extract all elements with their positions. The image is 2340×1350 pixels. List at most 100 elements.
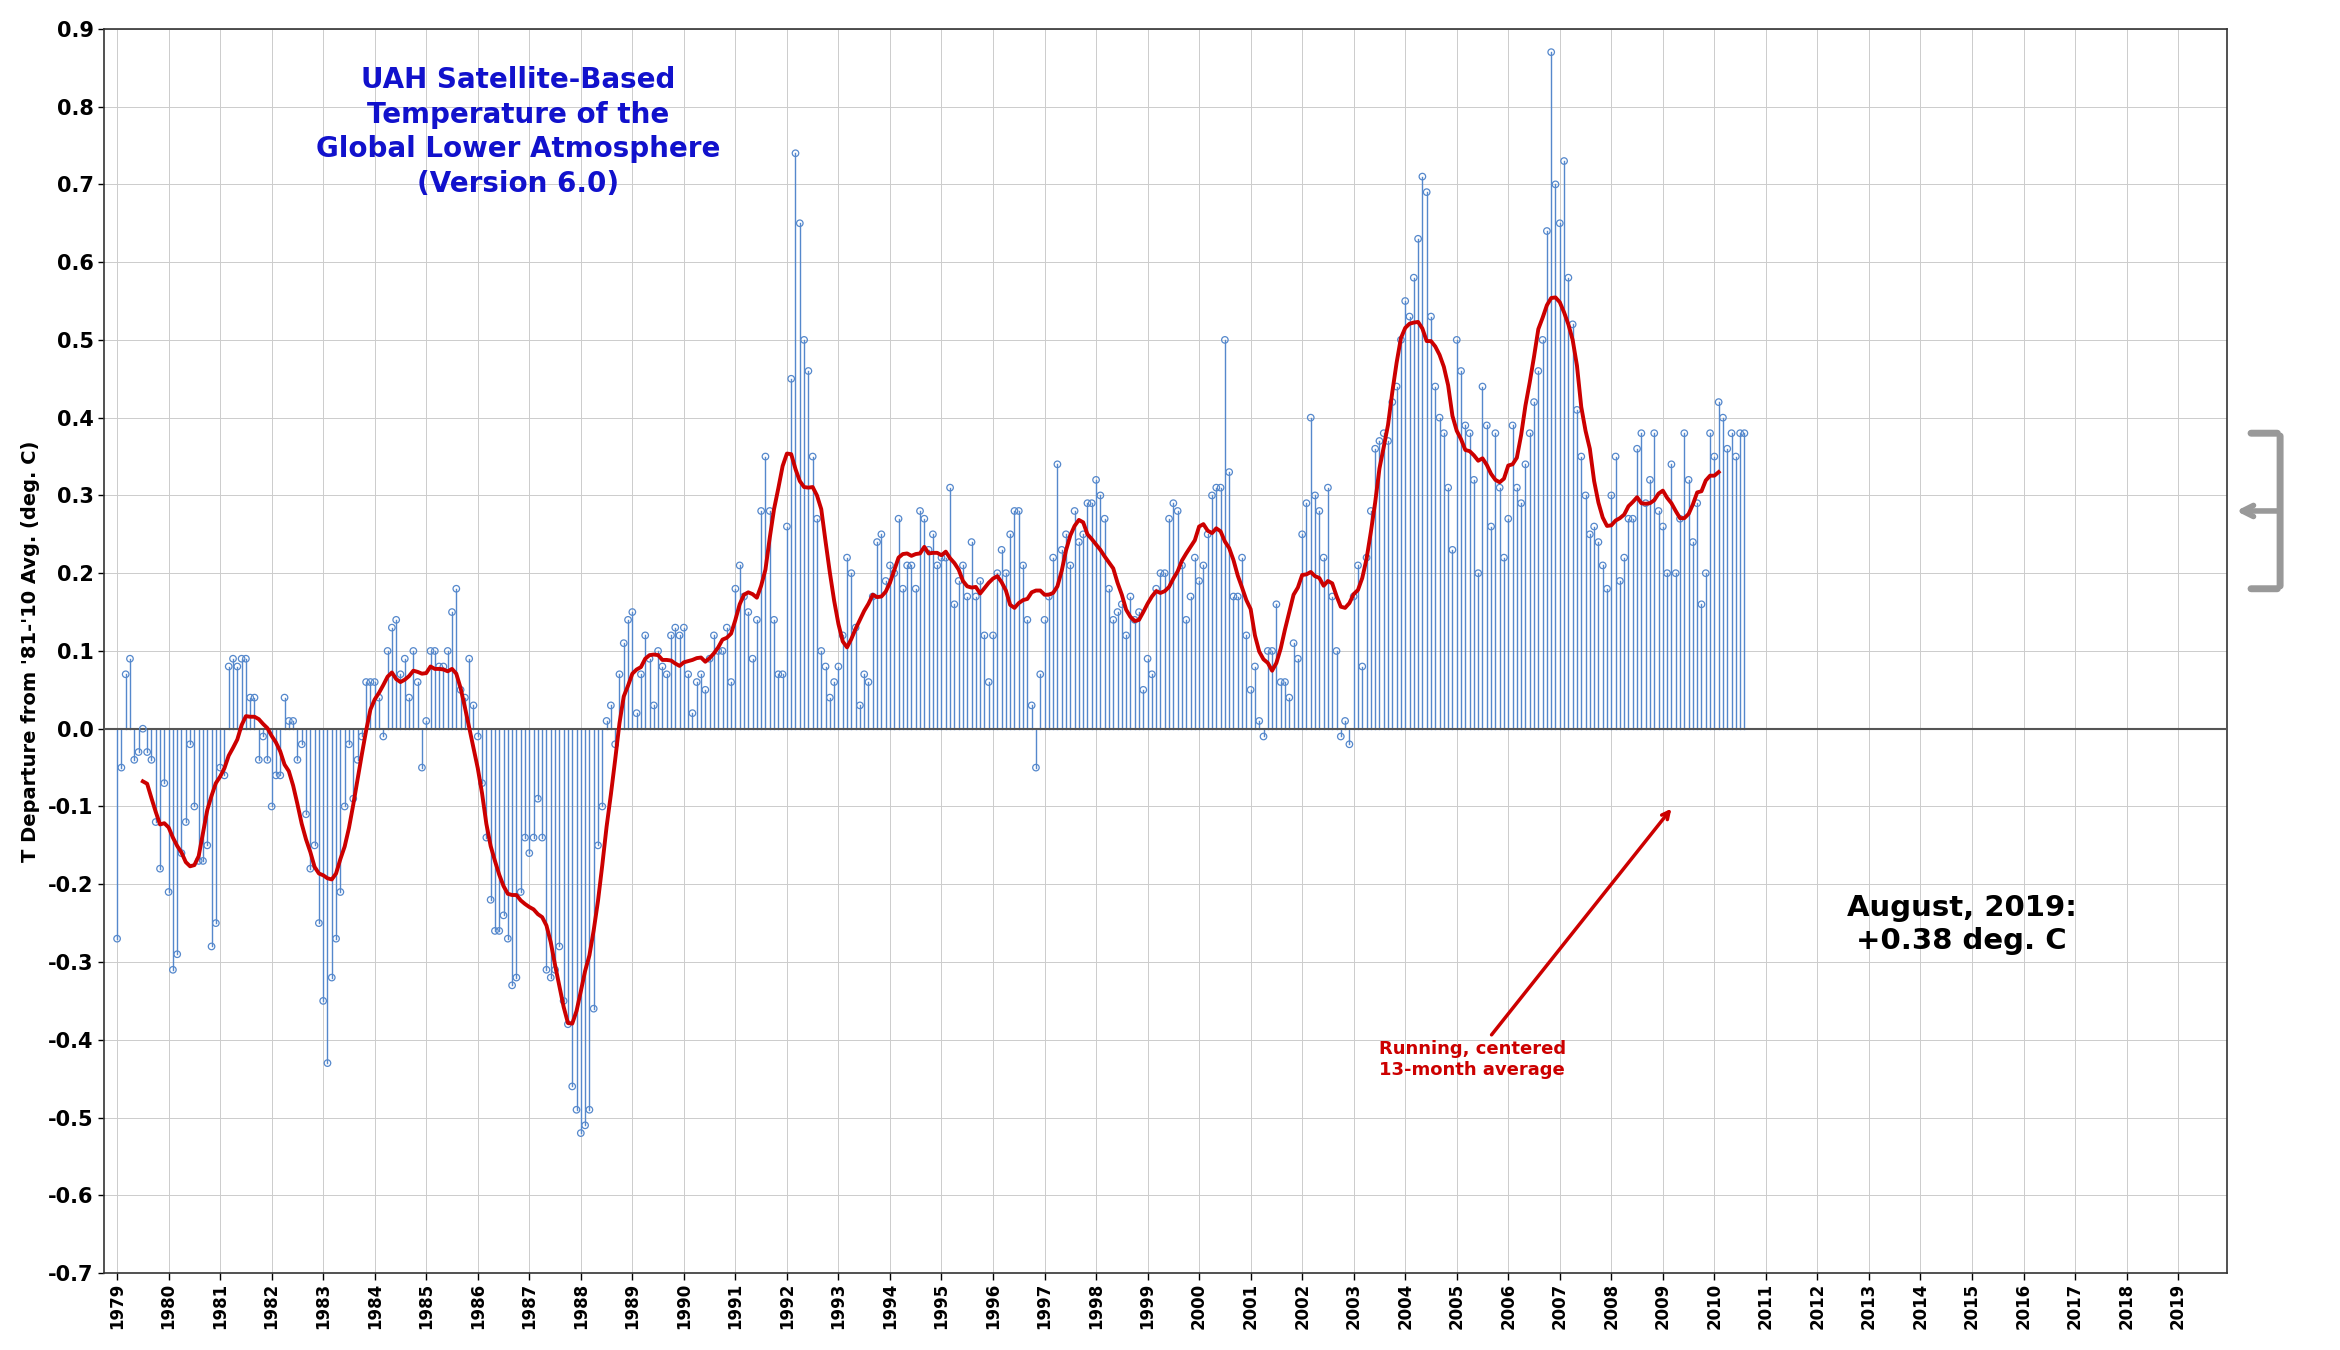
Point — [1034, 547, 1072, 568]
Point — [1704, 406, 1741, 428]
Point — [262, 764, 300, 786]
Point — [321, 882, 358, 903]
Point — [108, 663, 145, 684]
Point — [803, 640, 840, 662]
Point — [1245, 726, 1282, 748]
Point — [206, 764, 243, 786]
Point — [377, 609, 414, 630]
Point — [1137, 578, 1175, 599]
Point — [906, 508, 943, 529]
Point — [150, 882, 187, 903]
Point — [674, 702, 711, 724]
Point — [1465, 375, 1502, 397]
Point — [1048, 524, 1086, 545]
Point — [777, 143, 814, 165]
Point — [1189, 524, 1226, 545]
Point — [454, 695, 491, 717]
Point — [927, 547, 964, 568]
Point — [760, 663, 798, 684]
Point — [166, 811, 204, 833]
Point — [1491, 508, 1528, 529]
Point — [498, 967, 536, 988]
Point — [1039, 454, 1076, 475]
Point — [274, 710, 311, 732]
Point — [1446, 414, 1484, 436]
Point — [1306, 547, 1343, 568]
Point — [1287, 493, 1324, 514]
Point — [103, 757, 140, 779]
Point — [742, 500, 779, 521]
Point — [952, 532, 990, 553]
Point — [295, 834, 332, 856]
Point — [1395, 267, 1432, 289]
Point — [709, 617, 746, 639]
Point — [211, 656, 248, 678]
Point — [966, 625, 1004, 647]
Point — [1261, 671, 1299, 693]
Point — [428, 640, 466, 662]
Point — [1425, 423, 1462, 444]
Point — [819, 656, 856, 678]
Point — [1266, 671, 1303, 693]
Point — [459, 726, 496, 748]
Point — [1254, 640, 1292, 662]
Point — [1605, 547, 1643, 568]
Point — [346, 671, 384, 693]
Point — [1055, 500, 1093, 521]
Point — [257, 764, 295, 786]
Point — [824, 625, 861, 647]
Point — [1177, 547, 1214, 568]
Point — [885, 578, 922, 599]
Point — [300, 913, 337, 934]
Point — [1013, 695, 1051, 717]
Point — [849, 671, 887, 693]
Point — [1378, 375, 1416, 397]
Point — [793, 446, 831, 467]
Point — [515, 826, 552, 848]
Point — [1544, 150, 1582, 171]
Point — [1348, 547, 1385, 568]
Y-axis label: T Departure from '81-'10 Avg. (deg. C): T Departure from '81-'10 Avg. (deg. C) — [21, 440, 40, 861]
Point — [1580, 532, 1617, 553]
Point — [1718, 446, 1755, 467]
Point — [494, 975, 531, 996]
Point — [1203, 477, 1240, 498]
Point — [1009, 609, 1046, 630]
Point — [1390, 305, 1427, 327]
Point — [339, 749, 377, 771]
Point — [1317, 640, 1355, 662]
Point — [751, 500, 789, 521]
Point — [957, 586, 994, 608]
Point — [1025, 609, 1062, 630]
Point — [1666, 423, 1704, 444]
Point — [1051, 555, 1088, 576]
Point — [1296, 485, 1334, 506]
Point — [1158, 500, 1196, 521]
Point — [870, 555, 908, 576]
Point — [1699, 392, 1736, 413]
Point — [1357, 437, 1395, 459]
Point — [576, 998, 613, 1019]
Point — [1528, 220, 1565, 242]
Point — [1678, 493, 1715, 514]
Point — [1460, 563, 1498, 585]
Point — [1708, 437, 1746, 459]
Point — [424, 656, 461, 678]
Point — [1301, 500, 1338, 521]
Point — [931, 477, 969, 498]
Point — [503, 882, 541, 903]
Point — [304, 990, 342, 1011]
Point — [1364, 423, 1402, 444]
Point — [1240, 710, 1278, 732]
Point — [1589, 578, 1626, 599]
Point — [1121, 601, 1158, 622]
Point — [1713, 423, 1750, 444]
Point — [447, 687, 484, 709]
Point — [695, 625, 732, 647]
Point — [1044, 539, 1081, 560]
Point — [1413, 305, 1451, 327]
Point — [1282, 524, 1320, 545]
Point — [1498, 477, 1535, 498]
Point — [639, 640, 676, 662]
Point — [129, 741, 166, 763]
